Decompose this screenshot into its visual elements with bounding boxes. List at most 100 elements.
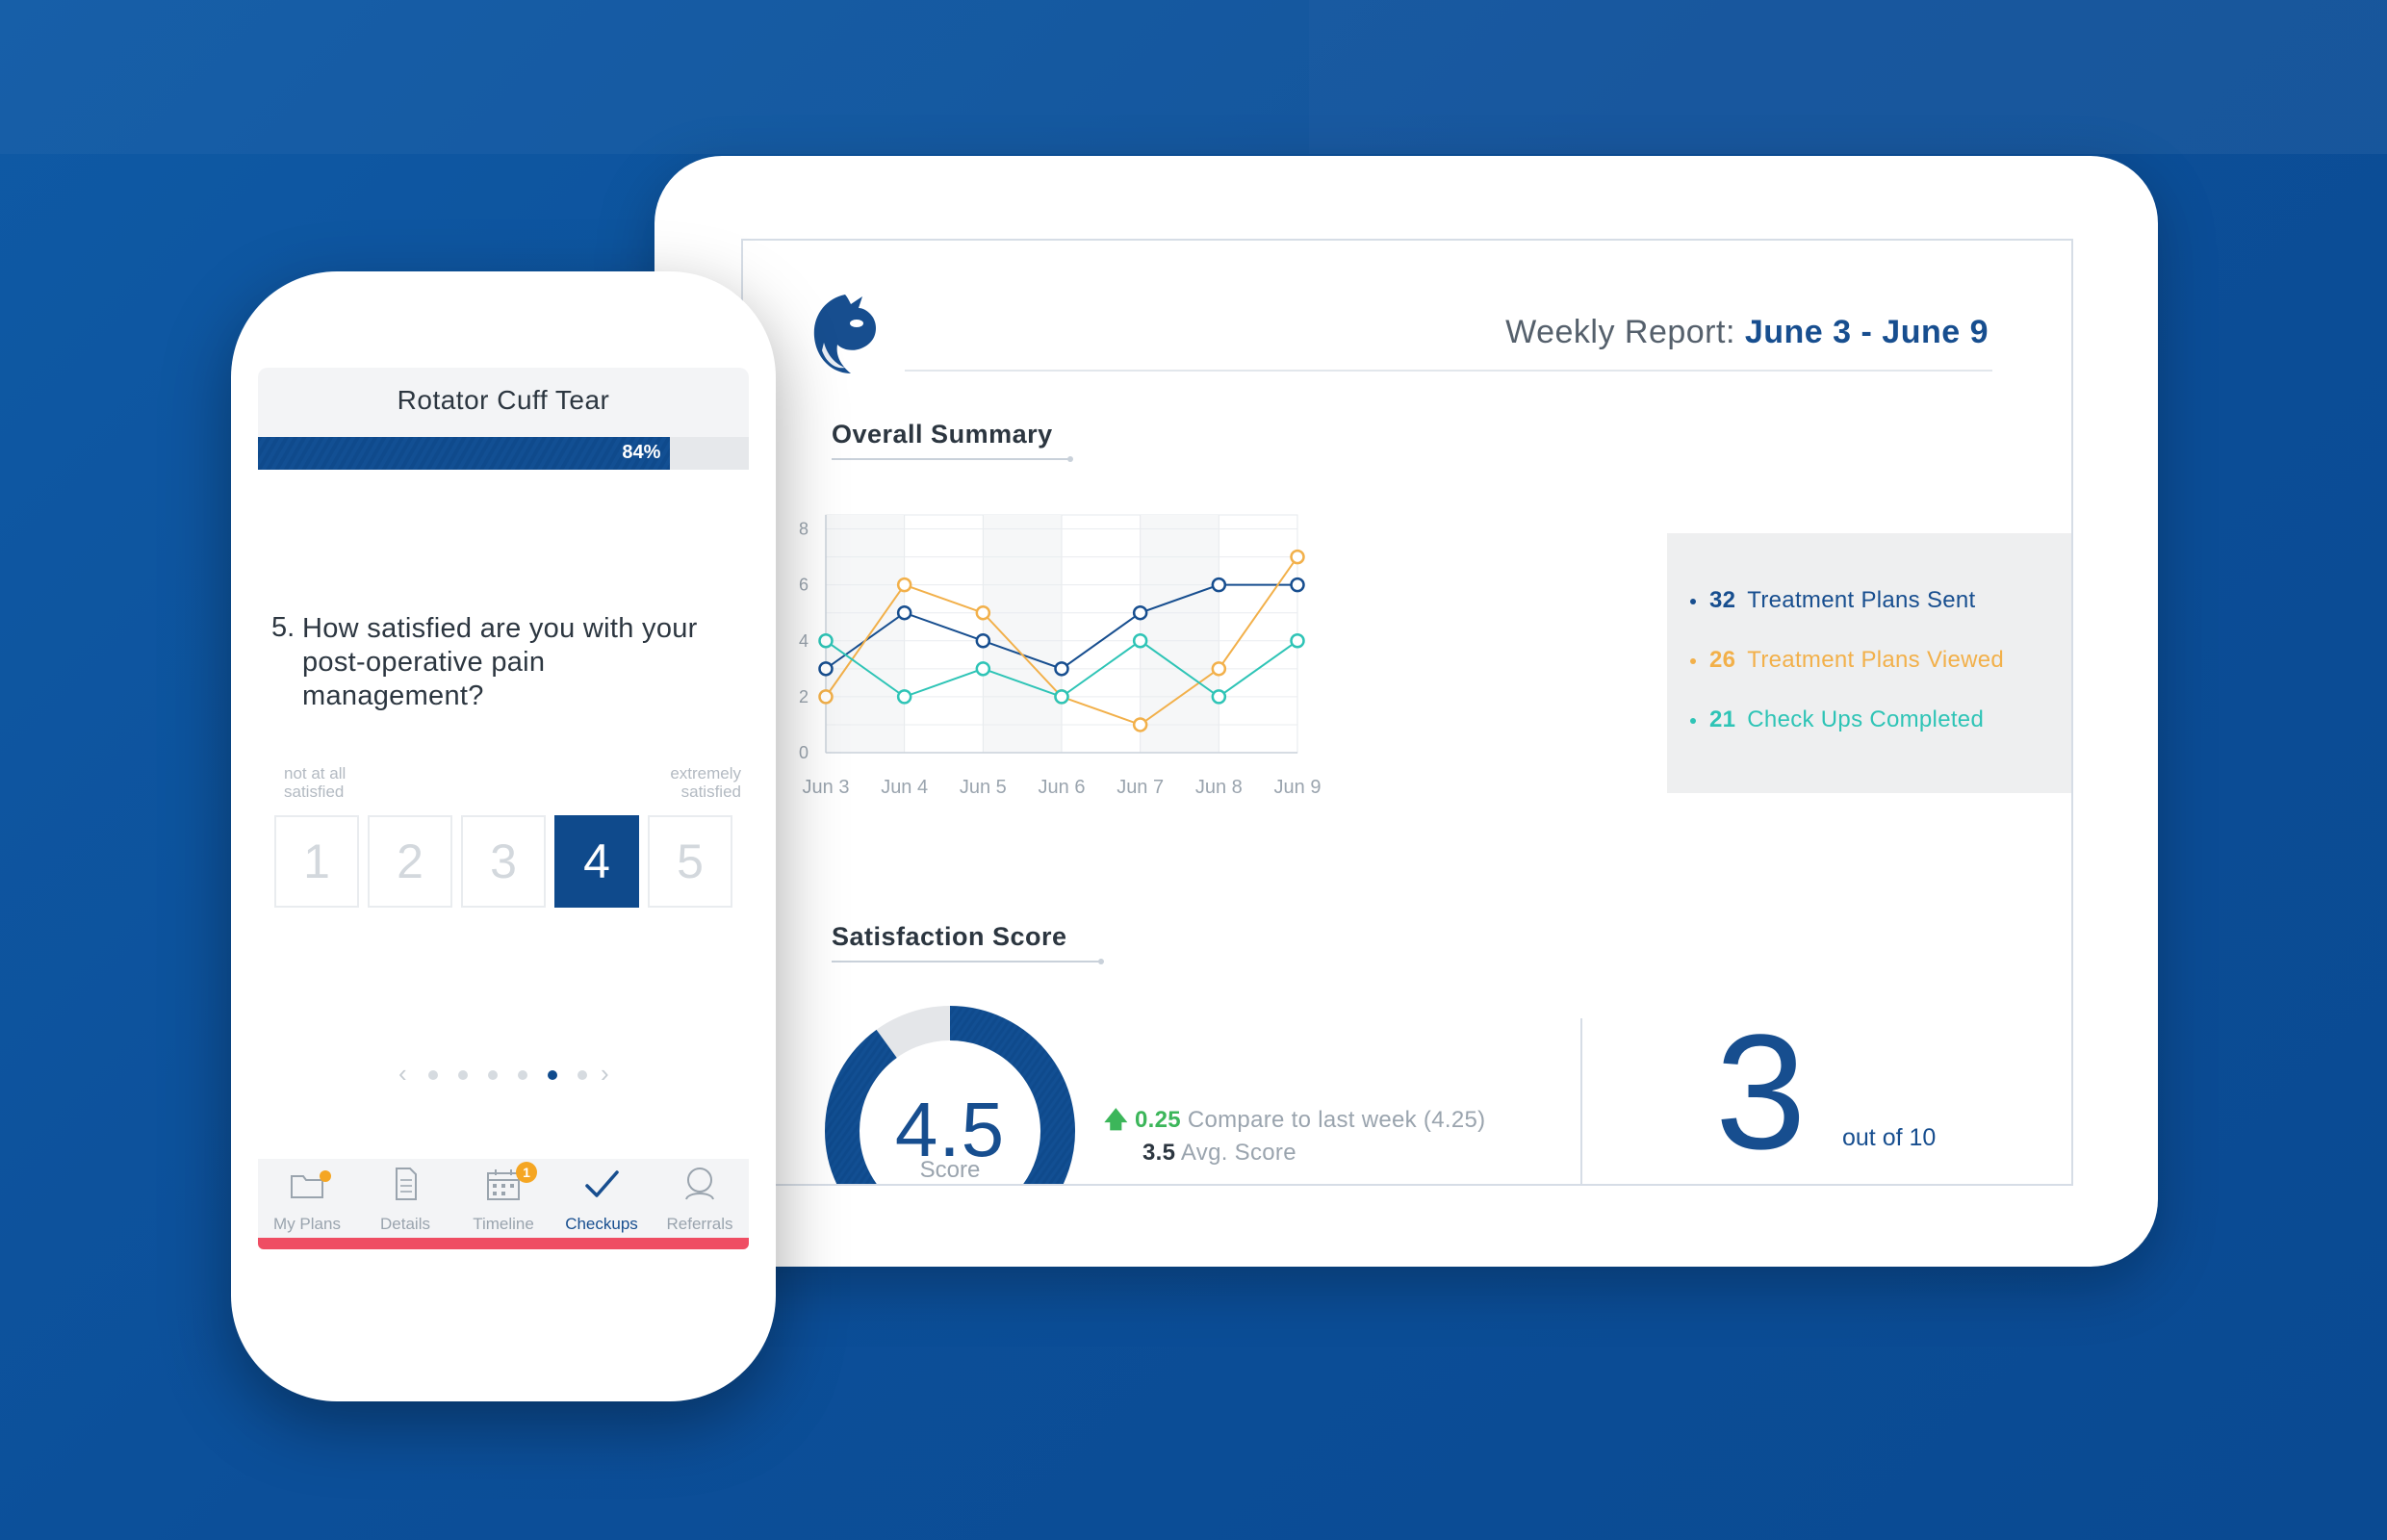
- question-text: How satisfied are you with your post-ope…: [302, 613, 698, 711]
- pager-dot[interactable]: [518, 1070, 527, 1080]
- orca-logo-icon: [813, 295, 876, 373]
- tab-timeline[interactable]: 1 Timeline: [454, 1159, 552, 1238]
- data-point: [1290, 549, 1305, 565]
- y-tick-label: 8: [799, 520, 808, 539]
- weekly-report-screen: Weekly Report: June 3 - June 9 Overall S…: [741, 239, 2073, 1186]
- rating-out-of: out of 10: [1842, 1124, 1937, 1151]
- x-tick-label: Jun 8: [1195, 777, 1243, 798]
- satisfaction-donut-chart: [825, 1006, 1075, 1184]
- rating-option-5[interactable]: 5: [648, 815, 732, 908]
- tab-checkups[interactable]: Checkups: [552, 1159, 651, 1238]
- legend-label: Treatment Plans Sent: [1747, 587, 1976, 613]
- background-shape: [1309, 0, 2387, 154]
- satisfaction-score-heading: Satisfaction Score: [832, 922, 1067, 951]
- tab-label: My Plans: [273, 1215, 341, 1233]
- legend-count: 32: [1709, 587, 1736, 613]
- pager-dot[interactable]: [428, 1070, 438, 1080]
- data-point: [1290, 633, 1305, 649]
- grid-band: [983, 515, 1062, 753]
- chevron-right-icon[interactable]: ›: [601, 1059, 609, 1088]
- data-point: [896, 604, 912, 621]
- chart-legend: 32 Treatment Plans Sent 26 Treatment Plans…: [1667, 533, 2071, 793]
- data-point: [1290, 577, 1305, 593]
- average-score-label: Avg. Score: [1180, 1140, 1296, 1166]
- x-tick-label: Jun 4: [881, 777, 928, 798]
- data-point: [975, 604, 991, 621]
- data-point: [1132, 717, 1148, 732]
- plan-progress-fill: 84%: [258, 437, 671, 470]
- data-point: [975, 661, 991, 677]
- tab-details[interactable]: Details: [356, 1159, 454, 1238]
- satisfaction-score-underline: [832, 959, 1104, 964]
- y-tick-label: 4: [799, 631, 808, 651]
- plan-header: Rotator Cuff Tear: [258, 368, 749, 437]
- notification-dot: [320, 1170, 331, 1182]
- data-point: [896, 577, 912, 593]
- x-tick-label: Jun 6: [1039, 777, 1086, 798]
- pager-dot[interactable]: [578, 1070, 587, 1080]
- tab-referrals[interactable]: Referrals: [651, 1159, 749, 1238]
- checkmark-icon: [585, 1170, 619, 1197]
- tab-label: Checkups: [565, 1215, 638, 1233]
- pager-dot-active[interactable]: [548, 1070, 557, 1080]
- legend-item-checkups-completed: 21 Check Ups Completed: [1690, 706, 1984, 733]
- rating-option-2[interactable]: 2: [368, 815, 452, 908]
- legend-item-plans-sent: 32 Treatment Plans Sent: [1690, 587, 1976, 614]
- document-icon: [396, 1168, 417, 1200]
- plan-title: Rotator Cuff Tear: [397, 385, 610, 415]
- x-tick-label: Jun 7: [1116, 777, 1164, 798]
- legend-dot: [1690, 717, 1696, 724]
- calendar-icon: [487, 1169, 520, 1200]
- satisfaction-score-value: 4.5: [894, 1087, 1006, 1172]
- tab-label: Timeline: [473, 1215, 534, 1233]
- rating-option-3[interactable]: 3: [461, 815, 546, 908]
- data-point: [975, 633, 991, 649]
- legend-dot: [1690, 598, 1696, 604]
- arrow-up-icon: 🡅: [1104, 1107, 1128, 1133]
- phone-device: Rotator Cuff Tear 84% 5. How satisfied a…: [231, 271, 776, 1401]
- x-tick-label: Jun 5: [960, 777, 1007, 798]
- tab-label: Details: [380, 1215, 430, 1233]
- pager-dot[interactable]: [458, 1070, 468, 1080]
- score-delta: 0.25: [1134, 1107, 1181, 1133]
- data-point: [1211, 577, 1227, 593]
- report-title-prefix: Weekly Report:: [1505, 314, 1735, 350]
- x-tick-label: Jun 9: [1274, 777, 1322, 798]
- rating-option-4[interactable]: 4: [554, 815, 639, 908]
- plan-progress-bar: 84%: [258, 437, 749, 470]
- data-point: [818, 689, 834, 705]
- legend-item-plans-viewed: 26 Treatment Plans Viewed: [1690, 647, 2004, 674]
- tab-my-plans[interactable]: My Plans: [258, 1159, 356, 1238]
- average-score: 3.5 Avg. Score: [1142, 1140, 1296, 1167]
- y-tick-label: 2: [799, 687, 808, 706]
- y-tick-label: 0: [799, 743, 808, 762]
- legend-label: Treatment Plans Viewed: [1747, 647, 2005, 673]
- overall-summary-line-chart: 0 2 4 6 8 Jun 3 Jun 4 Jun 5 Jun 6 Jun 7 Jun 8 Jun 9: [799, 514, 1322, 798]
- plan-progress-label: 84%: [622, 442, 661, 463]
- report-title: Weekly Report: June 3 - June 9: [1505, 314, 1989, 351]
- legend-label: Check Ups Completed: [1747, 706, 1985, 732]
- grid-band: [826, 515, 905, 753]
- rating-option-1[interactable]: 1: [274, 815, 359, 908]
- legend-count: 26: [1709, 647, 1736, 673]
- data-point: [1054, 689, 1069, 705]
- data-point: [1211, 661, 1227, 677]
- tab-label: Referrals: [666, 1215, 733, 1233]
- title-divider: [905, 370, 1992, 372]
- timeline-badge: 1: [516, 1162, 537, 1183]
- satisfaction-score-label: Score: [919, 1157, 981, 1183]
- background-shape: [0, 0, 1309, 154]
- scale-high-label: extremely satisfied: [670, 764, 741, 801]
- average-score-value: 3.5: [1142, 1140, 1176, 1166]
- legend-dot: [1690, 657, 1696, 664]
- folder-icon: [291, 1175, 323, 1198]
- y-tick-label: 6: [799, 576, 808, 595]
- pager-dot[interactable]: [488, 1070, 498, 1080]
- rating-big-number: 3: [1715, 1001, 1807, 1184]
- report-date-range: June 3 - June 9: [1744, 314, 1989, 350]
- x-tick-label: Jun 3: [803, 777, 850, 798]
- grid-band: [1140, 515, 1219, 753]
- bottom-tab-bar: My Plans Details 1: [258, 1159, 749, 1238]
- vertical-divider: [1580, 1018, 1582, 1184]
- chevron-left-icon[interactable]: ‹: [398, 1059, 407, 1088]
